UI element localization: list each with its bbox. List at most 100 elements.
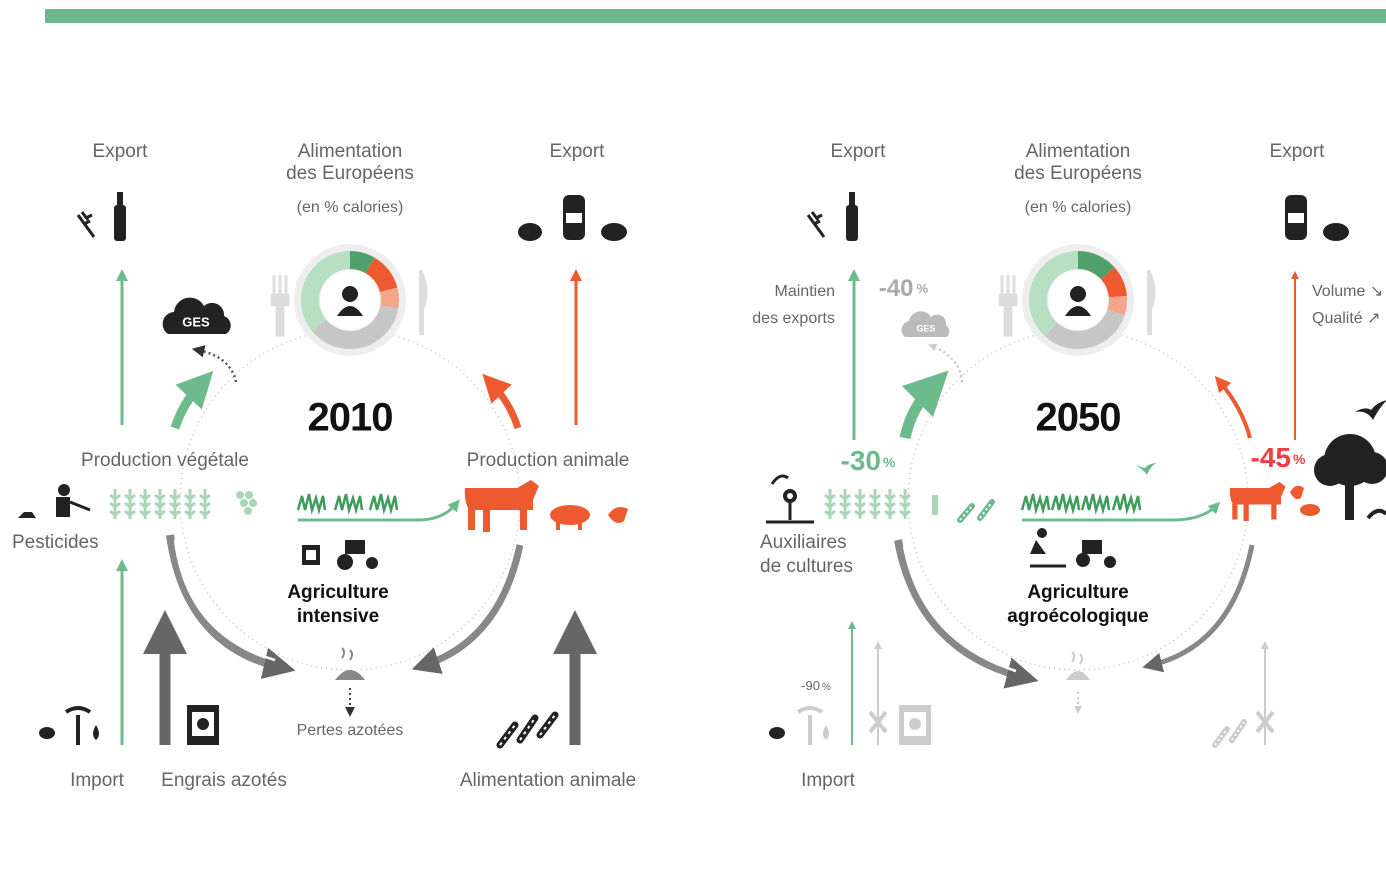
grass-tuft: [370, 494, 397, 510]
cow-icon: [465, 480, 539, 532]
grape: [236, 491, 257, 515]
icon-shape: [366, 557, 378, 569]
arrow: [492, 384, 518, 428]
grass-tuft: [1082, 494, 1109, 510]
icon-shape: [1030, 540, 1046, 554]
arrow: [898, 540, 1023, 677]
icon-shape: [1066, 671, 1090, 680]
export-icons: [808, 192, 858, 241]
icon-shape: [58, 484, 70, 496]
icon-shape: [1135, 463, 1157, 475]
pesticide-icons: [18, 484, 90, 518]
icon-shape: [798, 708, 822, 745]
crop-icons: [110, 489, 210, 519]
icon-shape: [1076, 553, 1090, 567]
grass-tuft: [1052, 494, 1079, 510]
grass-icons: [298, 494, 397, 510]
icon-shape: [823, 725, 829, 740]
icon-shape: [500, 715, 555, 745]
label: Export: [93, 141, 149, 162]
icon-shape: [556, 520, 560, 530]
icon-shape: [1147, 270, 1156, 335]
label: des exports: [752, 310, 835, 327]
icon-shape: [1300, 504, 1320, 516]
icon-shape: [245, 491, 253, 499]
label: Production végétale: [81, 450, 249, 471]
value: -90: [801, 678, 820, 693]
icon-shape: [608, 507, 628, 523]
icon-shape: [114, 205, 126, 241]
pig-chicken: [550, 505, 628, 530]
icon-shape: [787, 493, 793, 499]
icon-shape: [846, 205, 858, 241]
icon-shape: [1290, 486, 1304, 499]
label: GES: [182, 314, 210, 329]
unit: %: [822, 682, 831, 693]
body: Export Alimentation des Européens (en % …: [0, 0, 1386, 872]
icon-shape: [909, 718, 921, 730]
practice-icons: [1030, 528, 1116, 568]
label: (en % calories): [1025, 199, 1132, 216]
soy-icons: [1215, 722, 1244, 745]
unit: %: [916, 281, 928, 296]
plant-change: -30%: [841, 445, 896, 476]
unit: %: [1293, 451, 1306, 467]
label: Pertes azotées: [297, 722, 404, 739]
cow-body: [1230, 482, 1286, 521]
icon-shape: [236, 491, 244, 499]
icon-shape: [249, 499, 257, 507]
export-icons: [1285, 195, 1349, 241]
ges-cloud: GES: [901, 311, 949, 337]
ges-cloud: GES: [163, 298, 231, 334]
label: Pesticides: [12, 532, 99, 553]
unit: %: [883, 454, 896, 470]
import-icons: [769, 708, 829, 745]
label: Import: [801, 770, 856, 791]
icon-shape: [18, 512, 36, 518]
value: -30: [841, 445, 881, 476]
cow-icon: [1230, 482, 1286, 521]
icon-shape: [1082, 540, 1102, 554]
legume-icons: [935, 495, 992, 520]
icon-shape: [197, 718, 209, 730]
icon-shape: [518, 223, 542, 241]
small-bird: [1135, 463, 1157, 475]
label: Production animale: [467, 450, 630, 471]
icon-shape: [1000, 275, 1016, 335]
label: Maintien: [775, 283, 835, 300]
manure: [335, 648, 365, 680]
person-head: [1070, 286, 1086, 302]
label: des Européens: [286, 163, 414, 184]
icon-shape: [66, 708, 90, 745]
icon-shape: [337, 554, 353, 570]
label: Alimentation: [298, 141, 403, 162]
icon-shape: [70, 502, 90, 510]
icon-shape: [578, 520, 582, 530]
manure: [1066, 652, 1090, 680]
label: Alimentation animale: [460, 770, 636, 791]
label: Import: [70, 770, 125, 791]
icon-shape: [960, 502, 992, 520]
person-head: [342, 286, 358, 302]
label: Engrais azotés: [161, 770, 287, 791]
wheat-stalk: [885, 489, 895, 519]
arrow: [170, 535, 280, 667]
chicken-pig: [1290, 486, 1320, 516]
icon-shape: [1345, 480, 1354, 520]
icon-shape: [1072, 652, 1082, 664]
icon-shape: [419, 270, 428, 335]
icon-shape: [306, 550, 316, 560]
bird: [1355, 400, 1386, 420]
export-icons: [78, 192, 126, 241]
soy-icons: [500, 715, 555, 745]
label: Export: [550, 141, 606, 162]
icon-shape: [1288, 213, 1304, 223]
icon-shape: [772, 476, 788, 484]
export-icons: [518, 195, 627, 241]
cow-body: [465, 480, 539, 532]
icon-shape: [601, 223, 627, 241]
icon-shape: [244, 507, 252, 515]
icon-shape: [1355, 400, 1386, 420]
wheat-stalk: [110, 489, 120, 519]
arrow: [932, 346, 962, 382]
